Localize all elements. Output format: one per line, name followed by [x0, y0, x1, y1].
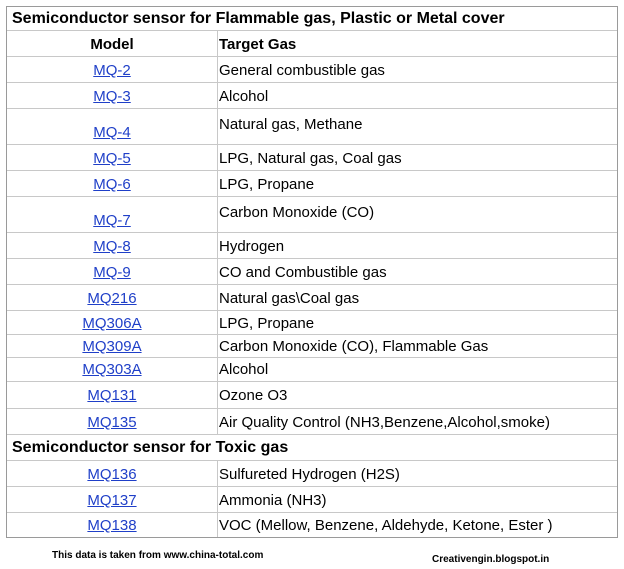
table-row: MQ-9 CO and Combustible gas — [7, 259, 617, 285]
target-gas: Ozone O3 — [219, 387, 288, 404]
section-header-toxic: Semiconductor sensor for Toxic gas — [7, 435, 617, 461]
target-gas: Alcohol — [219, 88, 269, 105]
model-link[interactable]: MQ-7 — [93, 212, 131, 229]
column-header-model: Model — [90, 36, 134, 53]
table-row: MQ-4 Natural gas, Methane — [7, 109, 617, 145]
table-row: MQ309A Carbon Monoxide (CO), Flammable G… — [7, 335, 617, 358]
model-link[interactable]: MQ-6 — [93, 176, 131, 193]
target-gas: Natural gas\Coal gas — [219, 290, 360, 307]
source-note: This data is taken from www.china-total.… — [52, 550, 264, 561]
table-row: MQ-2 General combustible gas — [7, 57, 617, 83]
model-link[interactable]: MQ303A — [82, 361, 142, 378]
column-divider — [217, 461, 218, 537]
model-link[interactable]: MQ-9 — [93, 264, 131, 281]
model-link[interactable]: MQ137 — [87, 492, 137, 509]
target-gas: LPG, Propane — [219, 176, 315, 193]
target-gas: General combustible gas — [219, 62, 385, 79]
table-row: MQ-7 Carbon Monoxide (CO) — [7, 197, 617, 233]
target-gas: Natural gas, Methane — [219, 116, 363, 133]
target-gas: Carbon Monoxide (CO) — [219, 204, 375, 221]
model-link[interactable]: MQ306A — [82, 315, 142, 332]
target-gas: Carbon Monoxide (CO), Flammable Gas — [219, 338, 489, 355]
model-link[interactable]: MQ138 — [87, 517, 137, 534]
model-link[interactable]: MQ-2 — [93, 62, 131, 79]
model-link[interactable]: MQ-4 — [93, 124, 131, 141]
table-row: MQ136 Sulfureted Hydrogen (H2S) — [7, 461, 617, 487]
target-gas: CO and Combustible gas — [219, 264, 387, 281]
model-link[interactable]: MQ-5 — [93, 150, 131, 167]
sensor-table: Semiconductor sensor for Flammable gas, … — [6, 6, 618, 538]
column-divider — [217, 31, 218, 435]
model-link[interactable]: MQ131 — [87, 387, 137, 404]
table-row: MQ303A Alcohol — [7, 358, 617, 382]
target-gas: LPG, Propane — [219, 315, 315, 332]
target-gas: Hydrogen — [219, 238, 285, 255]
model-link[interactable]: MQ135 — [87, 414, 137, 431]
section-title-toxic: Semiconductor sensor for Toxic gas — [12, 439, 289, 456]
table-row: MQ216 Natural gas\Coal gas — [7, 285, 617, 311]
column-header-target-gas: Target Gas — [219, 36, 297, 53]
target-gas: Sulfureted Hydrogen (H2S) — [219, 466, 400, 483]
table-row: MQ-8 Hydrogen — [7, 233, 617, 259]
table-row: MQ-5 LPG, Natural gas, Coal gas — [7, 145, 617, 171]
model-link[interactable]: MQ136 — [87, 466, 137, 483]
table-row: MQ138 VOC (Mellow, Benzene, Aldehyde, Ke… — [7, 513, 617, 537]
model-link[interactable]: MQ216 — [87, 290, 137, 307]
model-link[interactable]: MQ-3 — [93, 88, 131, 105]
table-row: MQ137 Ammonia (NH3) — [7, 487, 617, 513]
target-gas: LPG, Natural gas, Coal gas — [219, 150, 402, 167]
table-row: MQ306A LPG, Propane — [7, 311, 617, 335]
target-gas: Ammonia (NH3) — [219, 492, 327, 509]
model-link[interactable]: MQ-8 — [93, 238, 131, 255]
target-gas: Alcohol — [219, 361, 269, 378]
section-title-flammable: Semiconductor sensor for Flammable gas, … — [12, 10, 505, 27]
column-header-row: Model Target Gas — [7, 31, 617, 57]
table-row: MQ-6 LPG, Propane — [7, 171, 617, 197]
blog-credit: Creativengin.blogspot.in — [432, 554, 550, 565]
target-gas: VOC (Mellow, Benzene, Aldehyde, Ketone, … — [219, 517, 553, 534]
target-gas: Air Quality Control (NH3,Benzene,Alcohol… — [219, 414, 550, 431]
model-link[interactable]: MQ309A — [82, 338, 142, 355]
table-row: MQ135 Air Quality Control (NH3,Benzene,A… — [7, 409, 617, 435]
section-header-flammable: Semiconductor sensor for Flammable gas, … — [7, 7, 617, 31]
table-row: MQ-3 Alcohol — [7, 83, 617, 109]
table-row: MQ131 Ozone O3 — [7, 382, 617, 409]
